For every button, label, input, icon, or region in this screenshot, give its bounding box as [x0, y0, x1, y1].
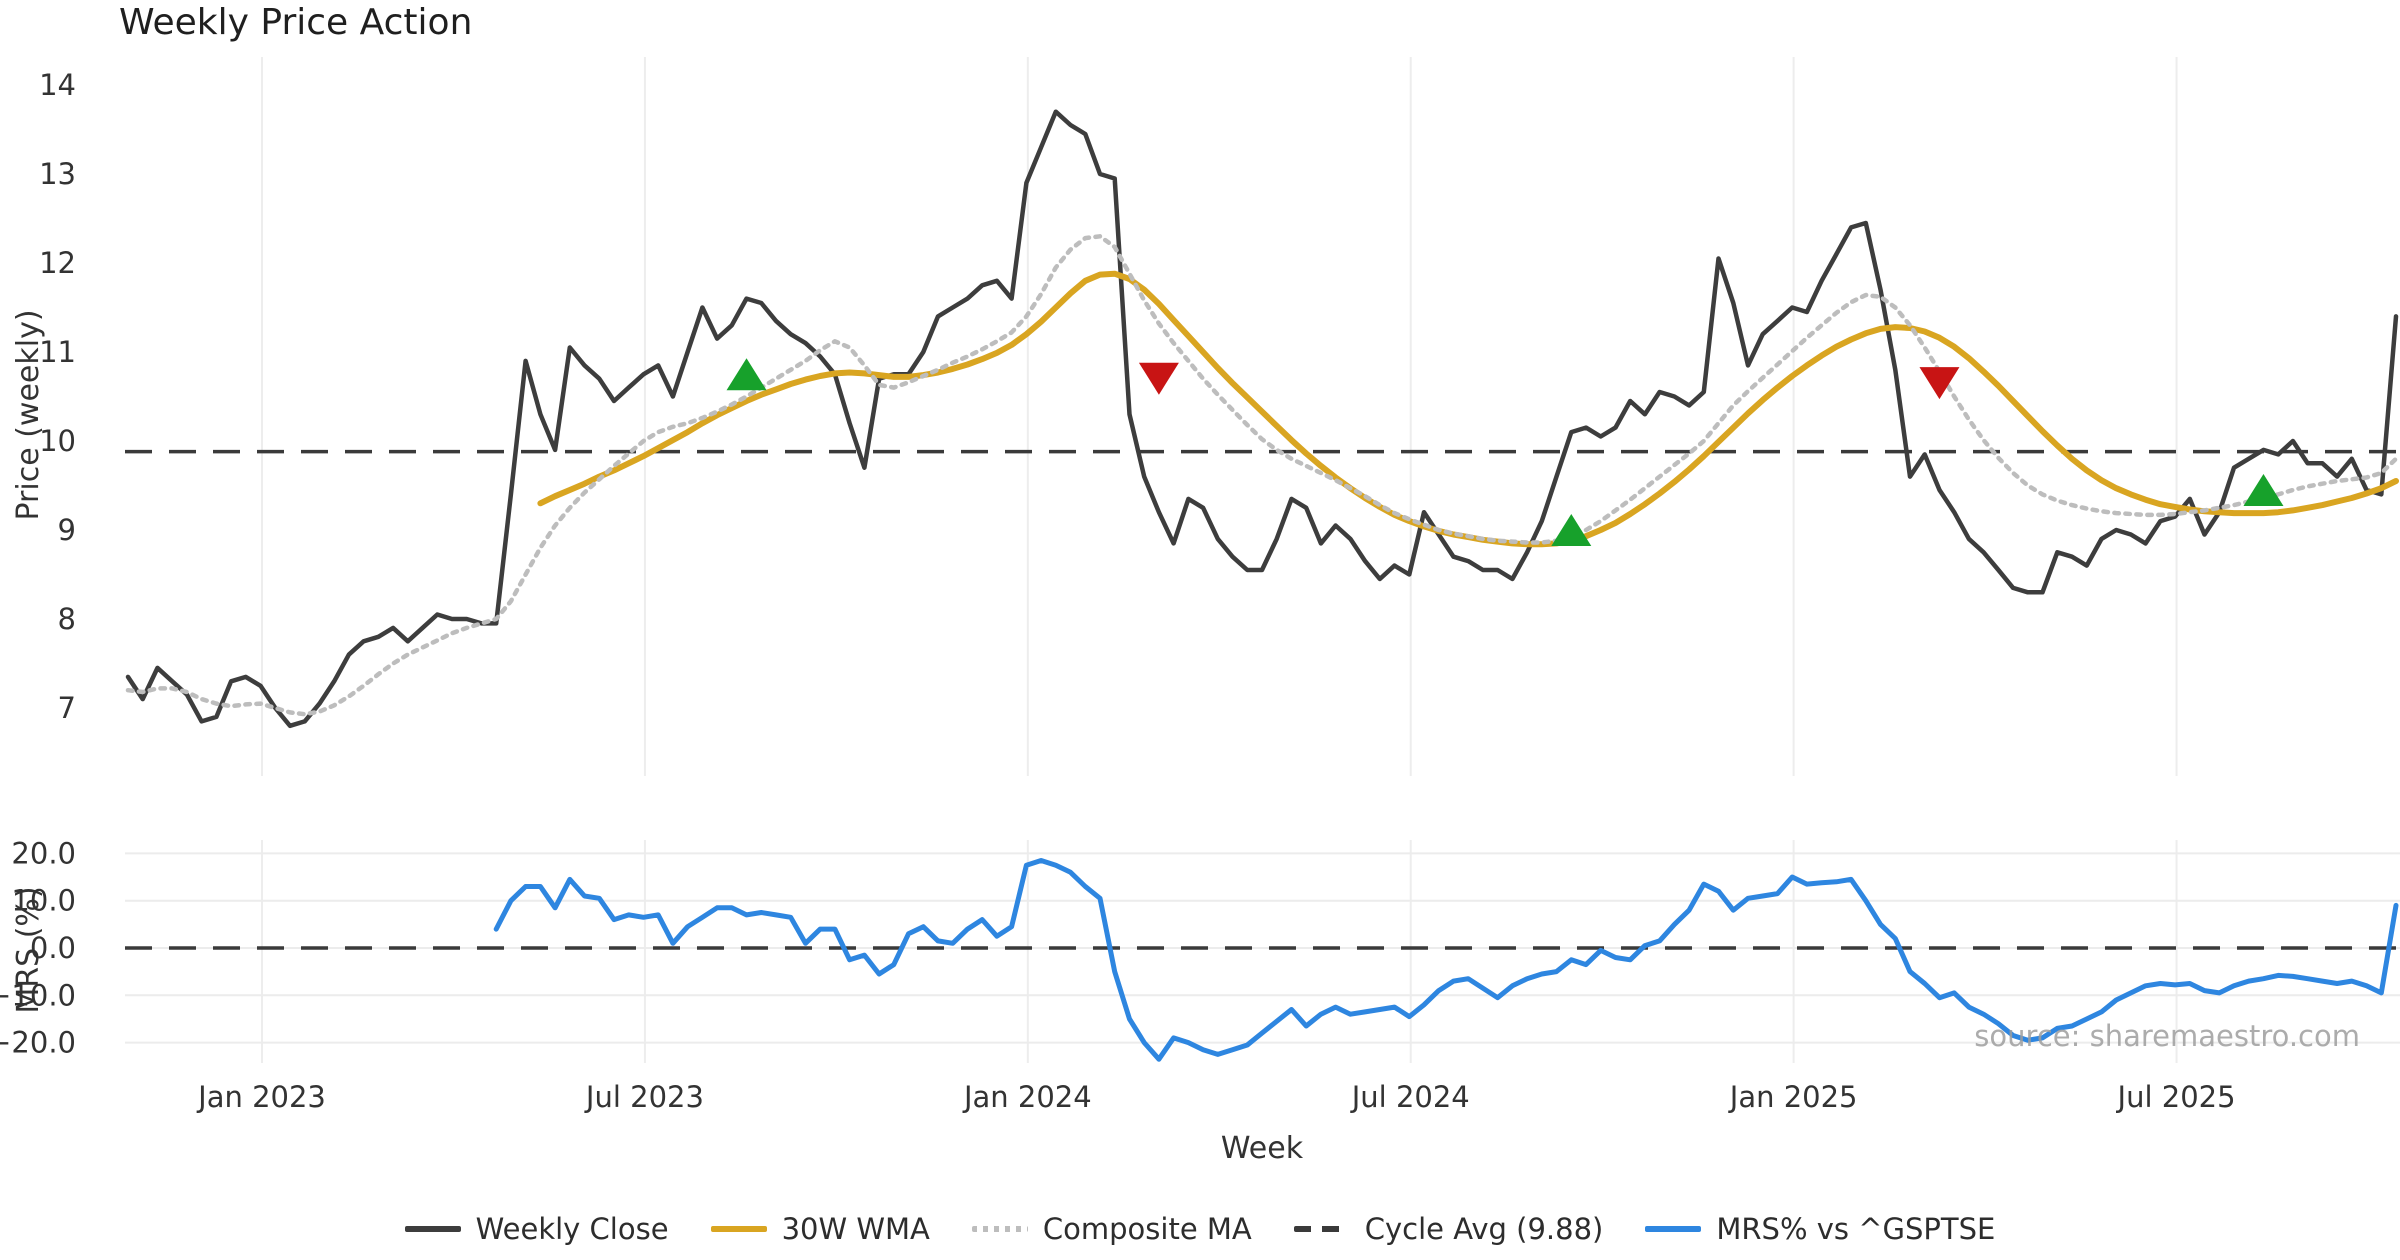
series-line-mrs-vs-gsptse [493, 858, 2399, 1062]
price-axis-label: Price (weekly) [11, 309, 46, 520]
mrs-ytick-label: 0.0 [30, 931, 76, 965]
buy-signal-triangle-icon [1551, 514, 1592, 546]
buy-sell-signal-markers [726, 358, 2284, 546]
reference-dashed-lines [125, 449, 2400, 950]
buy-signal-triangle-icon [2243, 473, 2284, 506]
price-ytick-label: 14 [39, 68, 76, 102]
series-line-composite-ma [125, 234, 2399, 717]
legend-label: Composite MA [1042, 1212, 1252, 1246]
price-ytick-label: 7 [58, 691, 76, 725]
x-tick-label: Jan 2024 [962, 1080, 1092, 1114]
legend-label: 30W WMA [781, 1212, 930, 1246]
price-ytick-label: 11 [39, 335, 76, 369]
mrs-ytick-label: 10.0 [11, 884, 76, 918]
axis-tick-labels: 14 13 12 11 10 9 8 7 20.0 10.0 0.0 −10.0 −20.0 Jan 20… [0, 68, 2236, 1114]
mrs-ytick-label: −10.0 [0, 978, 76, 1012]
mrs-ytick-label: 20.0 [11, 836, 76, 870]
composite-ma-dotted-swatch-icon [971, 1226, 1028, 1232]
series-line-weekly-close [125, 109, 2399, 729]
cycle-avg-dashed-swatch-icon [1293, 1226, 1350, 1232]
price-ytick-label: 8 [58, 602, 76, 636]
legend-item-composite-ma: Composite MA [971, 1212, 1252, 1246]
weekly-close-line-swatch-icon [404, 1226, 461, 1232]
sell-signal-triangle-icon [1919, 367, 1960, 400]
gridlines [125, 57, 2400, 1063]
chart-series-lines [125, 109, 2399, 1062]
watermark: source: sharemaestro.com [1974, 1019, 2360, 1053]
legend-label: MRS% vs ^GSPTSE [1716, 1212, 1996, 1246]
price-ytick-label: 10 [39, 424, 76, 458]
x-tick-label: Jan 2025 [1728, 1080, 1858, 1114]
mrs-ytick-label: −20.0 [0, 1026, 76, 1060]
series-line-30w-wma [537, 270, 2399, 548]
x-tick-label: Jul 2024 [1350, 1080, 1470, 1114]
x-axis-label: Week [1221, 1131, 1304, 1166]
x-tick-label: Jan 2023 [196, 1080, 326, 1114]
legend-item-30w-wma: 30W WMA [710, 1212, 930, 1246]
wma-line-swatch-icon [710, 1226, 767, 1232]
mrs-axis-label: MRS (%) [11, 886, 46, 1013]
sell-signal-triangle-icon [1138, 362, 1179, 395]
chart-title: Weekly Price Action [119, 2, 473, 43]
x-tick-label: Jul 2023 [584, 1080, 704, 1114]
price-ytick-label: 9 [58, 513, 76, 547]
price-ytick-label: 13 [39, 157, 76, 191]
x-tick-label: Jul 2025 [2116, 1080, 2236, 1114]
legend-label: Weekly Close [475, 1212, 669, 1246]
buy-signal-triangle-icon [726, 358, 767, 391]
legend-item-cycle-avg: Cycle Avg (9.88) [1293, 1212, 1604, 1246]
mrs-line-swatch-icon [1645, 1226, 1702, 1232]
price-ytick-label: 12 [39, 246, 76, 280]
chart-legend: Weekly Close 30W WMA Composite MA Cycle … [0, 1204, 2400, 1254]
legend-item-mrs: MRS% vs ^GSPTSE [1645, 1212, 1995, 1246]
legend-label: Cycle Avg (9.88) [1364, 1212, 1604, 1246]
legend-item-weekly-close: Weekly Close [404, 1212, 669, 1246]
